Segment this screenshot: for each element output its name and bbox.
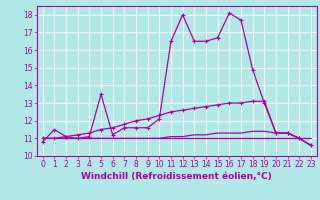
X-axis label: Windchill (Refroidissement éolien,°C): Windchill (Refroidissement éolien,°C): [81, 172, 272, 181]
